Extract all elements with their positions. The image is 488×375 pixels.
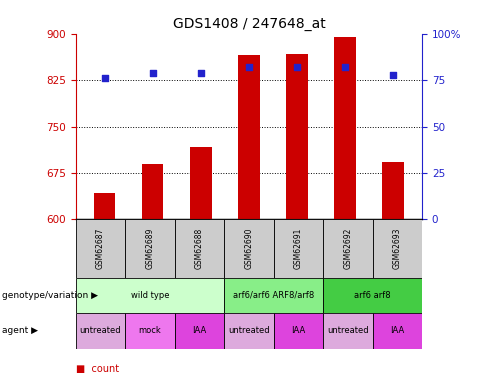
Text: untreated: untreated <box>228 326 270 335</box>
Title: GDS1408 / 247648_at: GDS1408 / 247648_at <box>172 17 325 32</box>
Point <box>197 70 204 76</box>
Text: GSM62693: GSM62693 <box>393 228 402 269</box>
Bar <box>142 164 163 219</box>
Text: GSM62692: GSM62692 <box>344 228 352 269</box>
Point <box>293 64 301 70</box>
FancyBboxPatch shape <box>175 313 224 349</box>
Text: untreated: untreated <box>80 326 121 335</box>
FancyBboxPatch shape <box>224 313 274 349</box>
Text: mock: mock <box>139 326 161 335</box>
Point <box>389 72 397 78</box>
Text: untreated: untreated <box>327 326 369 335</box>
Text: IAA: IAA <box>390 326 405 335</box>
FancyBboxPatch shape <box>373 219 422 278</box>
Text: GSM62688: GSM62688 <box>195 228 204 269</box>
Point <box>101 75 108 81</box>
FancyBboxPatch shape <box>323 219 373 278</box>
Text: agent ▶: agent ▶ <box>2 326 39 335</box>
Text: IAA: IAA <box>192 326 206 335</box>
Text: GSM62687: GSM62687 <box>96 228 105 269</box>
Text: IAA: IAA <box>291 326 305 335</box>
Text: wild type: wild type <box>131 291 169 300</box>
Bar <box>286 54 308 219</box>
Bar <box>94 193 115 219</box>
Bar <box>238 56 260 219</box>
Text: arf6 arf8: arf6 arf8 <box>354 291 391 300</box>
FancyBboxPatch shape <box>274 313 323 349</box>
FancyBboxPatch shape <box>373 313 422 349</box>
Point <box>245 64 253 70</box>
Bar <box>334 37 356 219</box>
FancyBboxPatch shape <box>175 219 224 278</box>
Text: GSM62689: GSM62689 <box>145 228 154 269</box>
Bar <box>190 147 212 219</box>
FancyBboxPatch shape <box>76 278 224 313</box>
Point <box>341 64 349 70</box>
FancyBboxPatch shape <box>274 219 323 278</box>
Text: arf6/arf6 ARF8/arf8: arf6/arf6 ARF8/arf8 <box>233 291 314 300</box>
Text: genotype/variation ▶: genotype/variation ▶ <box>2 291 99 300</box>
FancyBboxPatch shape <box>125 219 175 278</box>
FancyBboxPatch shape <box>224 219 274 278</box>
FancyBboxPatch shape <box>76 219 125 278</box>
FancyBboxPatch shape <box>323 278 422 313</box>
Text: ■  count: ■ count <box>76 364 119 374</box>
Point <box>149 70 157 76</box>
FancyBboxPatch shape <box>323 313 373 349</box>
Bar <box>383 162 404 219</box>
Text: GSM62690: GSM62690 <box>244 228 253 269</box>
FancyBboxPatch shape <box>125 313 175 349</box>
FancyBboxPatch shape <box>76 313 125 349</box>
Text: GSM62691: GSM62691 <box>294 228 303 269</box>
FancyBboxPatch shape <box>224 278 323 313</box>
